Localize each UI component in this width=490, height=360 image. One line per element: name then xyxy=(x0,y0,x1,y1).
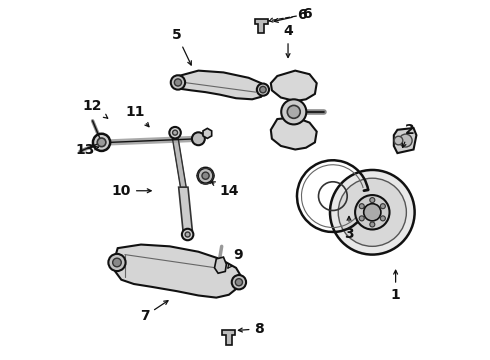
Text: 14: 14 xyxy=(211,182,239,198)
Polygon shape xyxy=(215,257,226,273)
Circle shape xyxy=(170,127,181,138)
Circle shape xyxy=(202,172,209,179)
Circle shape xyxy=(235,279,243,286)
Polygon shape xyxy=(271,71,317,101)
Circle shape xyxy=(260,86,266,93)
Polygon shape xyxy=(255,19,268,33)
Text: 6: 6 xyxy=(269,7,312,22)
Circle shape xyxy=(370,222,375,227)
Polygon shape xyxy=(222,330,235,345)
Text: 9: 9 xyxy=(228,248,243,268)
Circle shape xyxy=(185,232,190,237)
Polygon shape xyxy=(271,117,317,149)
Polygon shape xyxy=(394,128,416,153)
Circle shape xyxy=(257,84,269,96)
Text: 2: 2 xyxy=(402,123,415,148)
Polygon shape xyxy=(203,129,212,138)
Circle shape xyxy=(380,216,385,221)
Text: 1: 1 xyxy=(391,270,400,302)
Text: 5: 5 xyxy=(172,28,191,65)
Text: 12: 12 xyxy=(83,99,108,118)
Circle shape xyxy=(97,138,106,147)
Circle shape xyxy=(108,254,125,271)
Text: 13: 13 xyxy=(76,143,98,157)
Text: 6: 6 xyxy=(274,8,307,22)
Circle shape xyxy=(394,136,403,145)
Circle shape xyxy=(281,99,306,125)
Circle shape xyxy=(172,130,177,135)
Circle shape xyxy=(359,204,364,209)
Circle shape xyxy=(192,132,205,145)
Text: 8: 8 xyxy=(239,322,264,336)
Circle shape xyxy=(232,275,246,289)
Polygon shape xyxy=(114,244,242,298)
Circle shape xyxy=(338,178,406,246)
Circle shape xyxy=(380,204,385,209)
Circle shape xyxy=(330,170,415,255)
Circle shape xyxy=(197,168,214,184)
Circle shape xyxy=(113,258,122,267)
Circle shape xyxy=(364,204,381,221)
Text: 7: 7 xyxy=(140,301,168,323)
Circle shape xyxy=(93,134,110,151)
Text: 4: 4 xyxy=(283,24,293,58)
Circle shape xyxy=(182,229,194,240)
Circle shape xyxy=(370,198,375,203)
Circle shape xyxy=(287,105,300,118)
Circle shape xyxy=(355,195,390,229)
Text: 3: 3 xyxy=(344,216,354,241)
Polygon shape xyxy=(173,71,265,99)
Text: 11: 11 xyxy=(126,105,149,127)
Circle shape xyxy=(399,134,412,147)
Circle shape xyxy=(174,79,181,86)
Circle shape xyxy=(359,216,364,221)
Circle shape xyxy=(171,75,185,90)
Text: 10: 10 xyxy=(112,184,151,198)
Polygon shape xyxy=(172,137,186,187)
Polygon shape xyxy=(179,187,192,230)
